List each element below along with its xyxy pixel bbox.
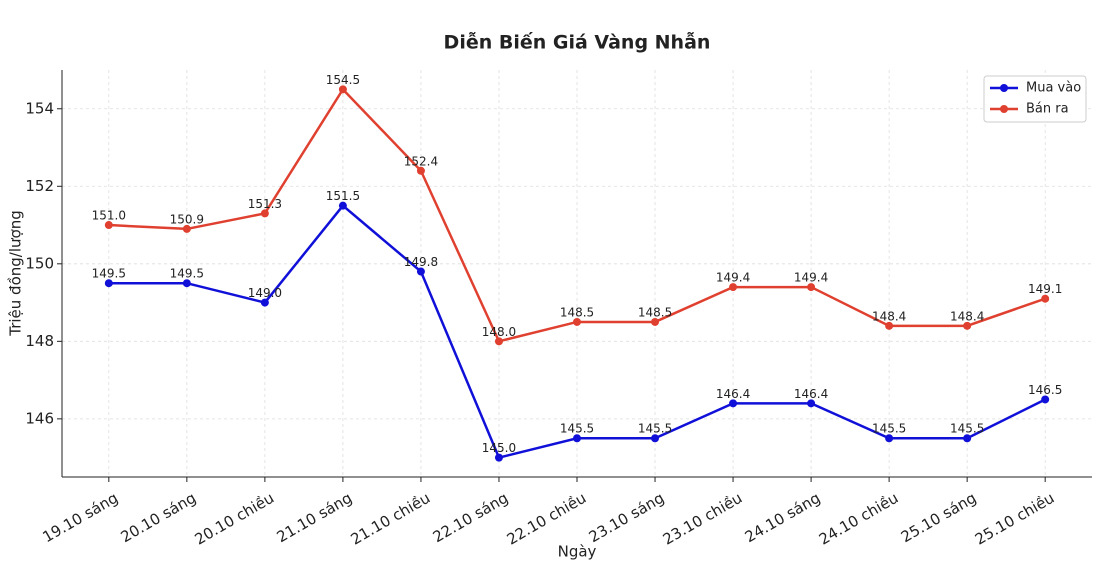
y-tick-label: 150 (25, 254, 54, 272)
data-point (182, 279, 191, 288)
data-point (104, 279, 113, 288)
data-label: 148.4 (950, 309, 984, 323)
data-point (1041, 294, 1050, 303)
data-label: 151.0 (92, 209, 126, 223)
y-axis-label: Triệu đồng/lượng (7, 210, 25, 336)
data-label: 149.0 (248, 286, 282, 300)
chart-title: Diễn Biến Giá Vàng Nhẫn (444, 30, 711, 54)
data-point (573, 434, 581, 443)
y-tick-label: 152 (25, 177, 54, 195)
data-label: 149.8 (404, 255, 438, 269)
data-point (885, 434, 894, 443)
data-point (807, 399, 816, 408)
x-tick-label: 22.10 chiều (504, 489, 590, 549)
data-point (494, 337, 503, 346)
data-label: 149.4 (794, 271, 828, 285)
data-point (494, 453, 503, 462)
data-point (807, 283, 816, 292)
legend-marker (1000, 105, 1008, 113)
data-point (651, 434, 660, 443)
data-point (963, 434, 972, 443)
data-point (104, 221, 113, 230)
data-label: 148.0 (482, 325, 516, 339)
legend-marker (1000, 84, 1008, 92)
x-axis-label: Ngày (558, 543, 597, 561)
data-label: 149.5 (92, 267, 126, 281)
data-label: 148.5 (560, 305, 594, 319)
x-tick-label: 20.10 chiều (192, 489, 278, 549)
data-label: 151.5 (326, 189, 360, 203)
data-label: 148.4 (872, 309, 906, 323)
x-tick-label: 22.10 sáng (430, 489, 512, 546)
data-point (729, 283, 738, 292)
y-tick-label: 154 (25, 99, 54, 117)
data-point (182, 224, 191, 233)
x-tick-label: 21.10 sáng (274, 489, 356, 546)
data-point (651, 317, 660, 326)
data-label: 148.5 (638, 305, 672, 319)
data-point (338, 85, 347, 94)
data-label: 145.5 (638, 422, 672, 436)
data-label: 154.5 (326, 73, 360, 87)
x-tick-label: 23.10 sáng (586, 489, 668, 546)
data-point (416, 166, 425, 175)
data-label: 145.5 (950, 422, 984, 436)
legend-label: Mua vào (1026, 81, 1081, 96)
data-point (1041, 395, 1050, 404)
data-point (963, 321, 972, 330)
x-tick-label: 23.10 chiều (660, 489, 746, 549)
x-tick-label: 24.10 sáng (742, 489, 824, 546)
data-point (573, 317, 581, 326)
data-label: 151.3 (248, 197, 282, 211)
data-label: 149.1 (1028, 282, 1062, 296)
data-label: 145.0 (482, 441, 516, 455)
data-label: 150.9 (170, 212, 204, 226)
data-label: 145.5 (872, 422, 906, 436)
data-label: 152.4 (404, 154, 438, 168)
x-tick-label: 19.10 sáng (40, 489, 122, 546)
y-tick-label: 148 (25, 332, 54, 350)
x-tick-label: 20.10 sáng (118, 489, 200, 546)
data-point (416, 267, 425, 276)
x-tick-label: 24.10 chiều (816, 489, 902, 549)
data-label: 149.4 (716, 271, 750, 285)
data-label: 146.5 (1028, 383, 1062, 397)
legend-label: Bán ra (1026, 102, 1069, 117)
data-point (729, 399, 738, 408)
data-label: 149.5 (170, 267, 204, 281)
x-tick-label: 25.10 sáng (898, 489, 980, 546)
data-label: 146.4 (794, 387, 828, 401)
x-tick-label: 21.10 chiều (348, 489, 434, 549)
data-point (885, 321, 894, 330)
data-label: 145.5 (560, 422, 594, 436)
data-label: 146.4 (716, 387, 750, 401)
data-point (338, 201, 347, 210)
data-point (260, 209, 269, 218)
y-tick-label: 146 (25, 409, 54, 427)
data-point (260, 298, 269, 307)
x-tick-label: 25.10 chiều (972, 489, 1058, 549)
